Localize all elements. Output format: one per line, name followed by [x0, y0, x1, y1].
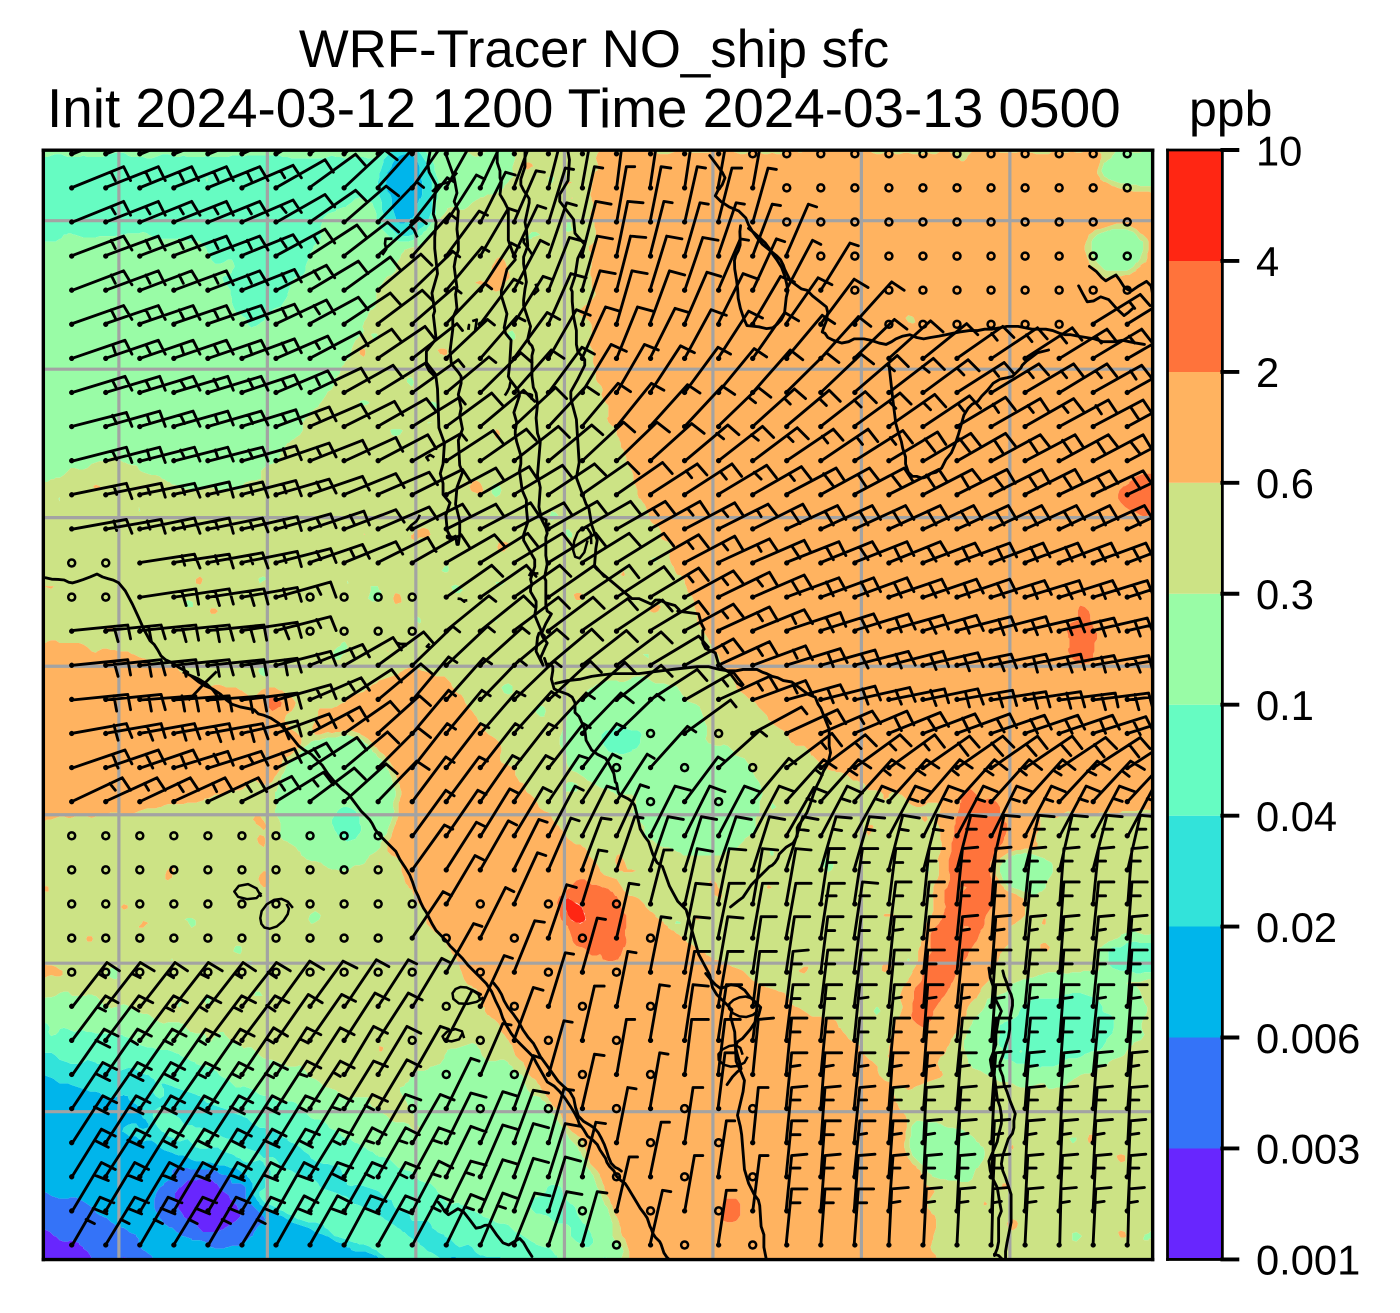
svg-text:0.1: 0.1: [1256, 682, 1314, 729]
svg-text:0.006: 0.006: [1256, 1015, 1360, 1062]
svg-text:ppb: ppb: [1189, 81, 1272, 137]
svg-text:0.6: 0.6: [1256, 460, 1314, 507]
svg-text:0.3: 0.3: [1256, 571, 1314, 618]
svg-text:0.02: 0.02: [1256, 904, 1337, 951]
svg-text:0.04: 0.04: [1256, 793, 1337, 840]
svg-text:2: 2: [1256, 349, 1279, 396]
svg-text:4: 4: [1256, 238, 1279, 285]
svg-text:0.001: 0.001: [1256, 1237, 1360, 1284]
svg-text:WRF-Tracer NO_ship sfc: WRF-Tracer NO_ship sfc: [299, 20, 889, 79]
svg-text:Init 2024-03-12 1200 Time 2024: Init 2024-03-12 1200 Time 2024-03-13 050…: [47, 77, 1121, 139]
svg-text:10: 10: [1256, 127, 1302, 174]
svg-text:0.003: 0.003: [1256, 1126, 1360, 1173]
